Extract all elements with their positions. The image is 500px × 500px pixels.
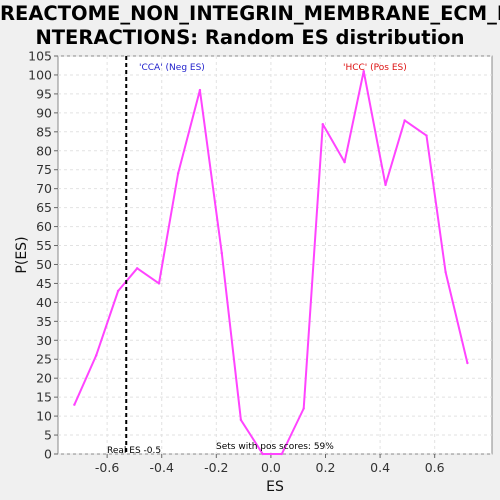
series-group [73, 69, 469, 456]
y-tick-label: 0 [44, 447, 52, 462]
y-tick-label: 90 [36, 105, 52, 120]
y-tick-label: 35 [36, 314, 52, 329]
y-tick-label: 80 [36, 143, 52, 158]
data-point [425, 134, 428, 137]
data-point [302, 407, 305, 410]
data-point [466, 361, 469, 365]
data-point [321, 123, 324, 126]
annotations: Real ES -0.5 'CCA' (Neg ES) 'HCC' (Pos ES)… [107, 56, 407, 456]
x-tick-label: 0.0 [261, 460, 281, 475]
y-tick-label: 5 [44, 428, 52, 443]
y-tick-label: 100 [28, 67, 52, 82]
pos-scores-annotation: Sets with pos scores: 59% [216, 442, 334, 452]
x-axis-ticks: -0.6 -0.4 -0.2 0.0 0.2 0.4 0.6 [95, 454, 445, 475]
data-point [384, 183, 387, 187]
x-axis-label: ES [266, 479, 284, 495]
y-tick-label: 25 [36, 352, 52, 367]
data-point [362, 69, 365, 73]
y-tick-label: 85 [36, 124, 52, 139]
data-point [261, 452, 264, 456]
x-tick-label: 0.4 [370, 460, 390, 475]
data-point [239, 418, 243, 422]
y-tick-label: 95 [36, 86, 52, 101]
y-tick-label: 30 [36, 333, 52, 348]
data-point [116, 289, 120, 293]
y-tick-label: 10 [36, 409, 52, 424]
data-point [73, 403, 76, 406]
x-tick-label: 0.6 [425, 460, 445, 475]
neg-es-annotation: 'CCA' (Neg ES) [139, 63, 205, 73]
data-point [157, 282, 161, 285]
y-tick-label: 40 [36, 295, 52, 310]
plot-area [57, 55, 493, 455]
data-point [444, 270, 447, 274]
y-tick-label: 65 [36, 200, 52, 215]
data-point [220, 251, 223, 255]
data-point [135, 267, 139, 270]
y-tick-label: 105 [28, 49, 52, 64]
x-tick-label: -0.2 [204, 460, 228, 475]
y-tick-label: 15 [36, 390, 52, 405]
y-tick-label: 45 [36, 276, 52, 291]
data-point [198, 88, 202, 92]
chart-title-line-2: NTERACTIONS: Random ES distribution [35, 26, 465, 49]
x-tick-label: 0.2 [316, 460, 336, 475]
y-axis-label: P(ES) [14, 236, 30, 273]
x-tick-label: -0.4 [150, 460, 174, 475]
chart-title: REACTOME_NON_INTEGRIN_MEMBRANE_ECM_I NTE… [0, 2, 500, 50]
y-tick-label: 55 [36, 238, 52, 253]
data-point [95, 354, 98, 357]
real-es-label: Real ES -0.5 [107, 446, 161, 456]
y-tick-label: 50 [36, 257, 52, 272]
chart-title-line-1: REACTOME_NON_INTEGRIN_MEMBRANE_ECM_I [0, 2, 500, 25]
y-tick-label: 75 [36, 162, 52, 177]
data-point [280, 452, 284, 456]
y-tick-label: 60 [36, 219, 52, 234]
x-tick-label: -0.6 [95, 460, 119, 475]
y-tick-label: 70 [36, 181, 52, 196]
data-point [176, 172, 180, 175]
grid [58, 55, 492, 455]
es-distribution-line [73, 70, 469, 455]
data-point [403, 119, 406, 122]
y-tick-label: 20 [36, 371, 52, 386]
pos-es-annotation: 'HCC' (Pos ES) [343, 63, 407, 73]
y-axis-ticks: 0 5 10 15 20 25 30 35 40 45 50 55 60 65 70 75 80 85 90 95 10… [28, 49, 58, 462]
data-point [343, 160, 346, 164]
